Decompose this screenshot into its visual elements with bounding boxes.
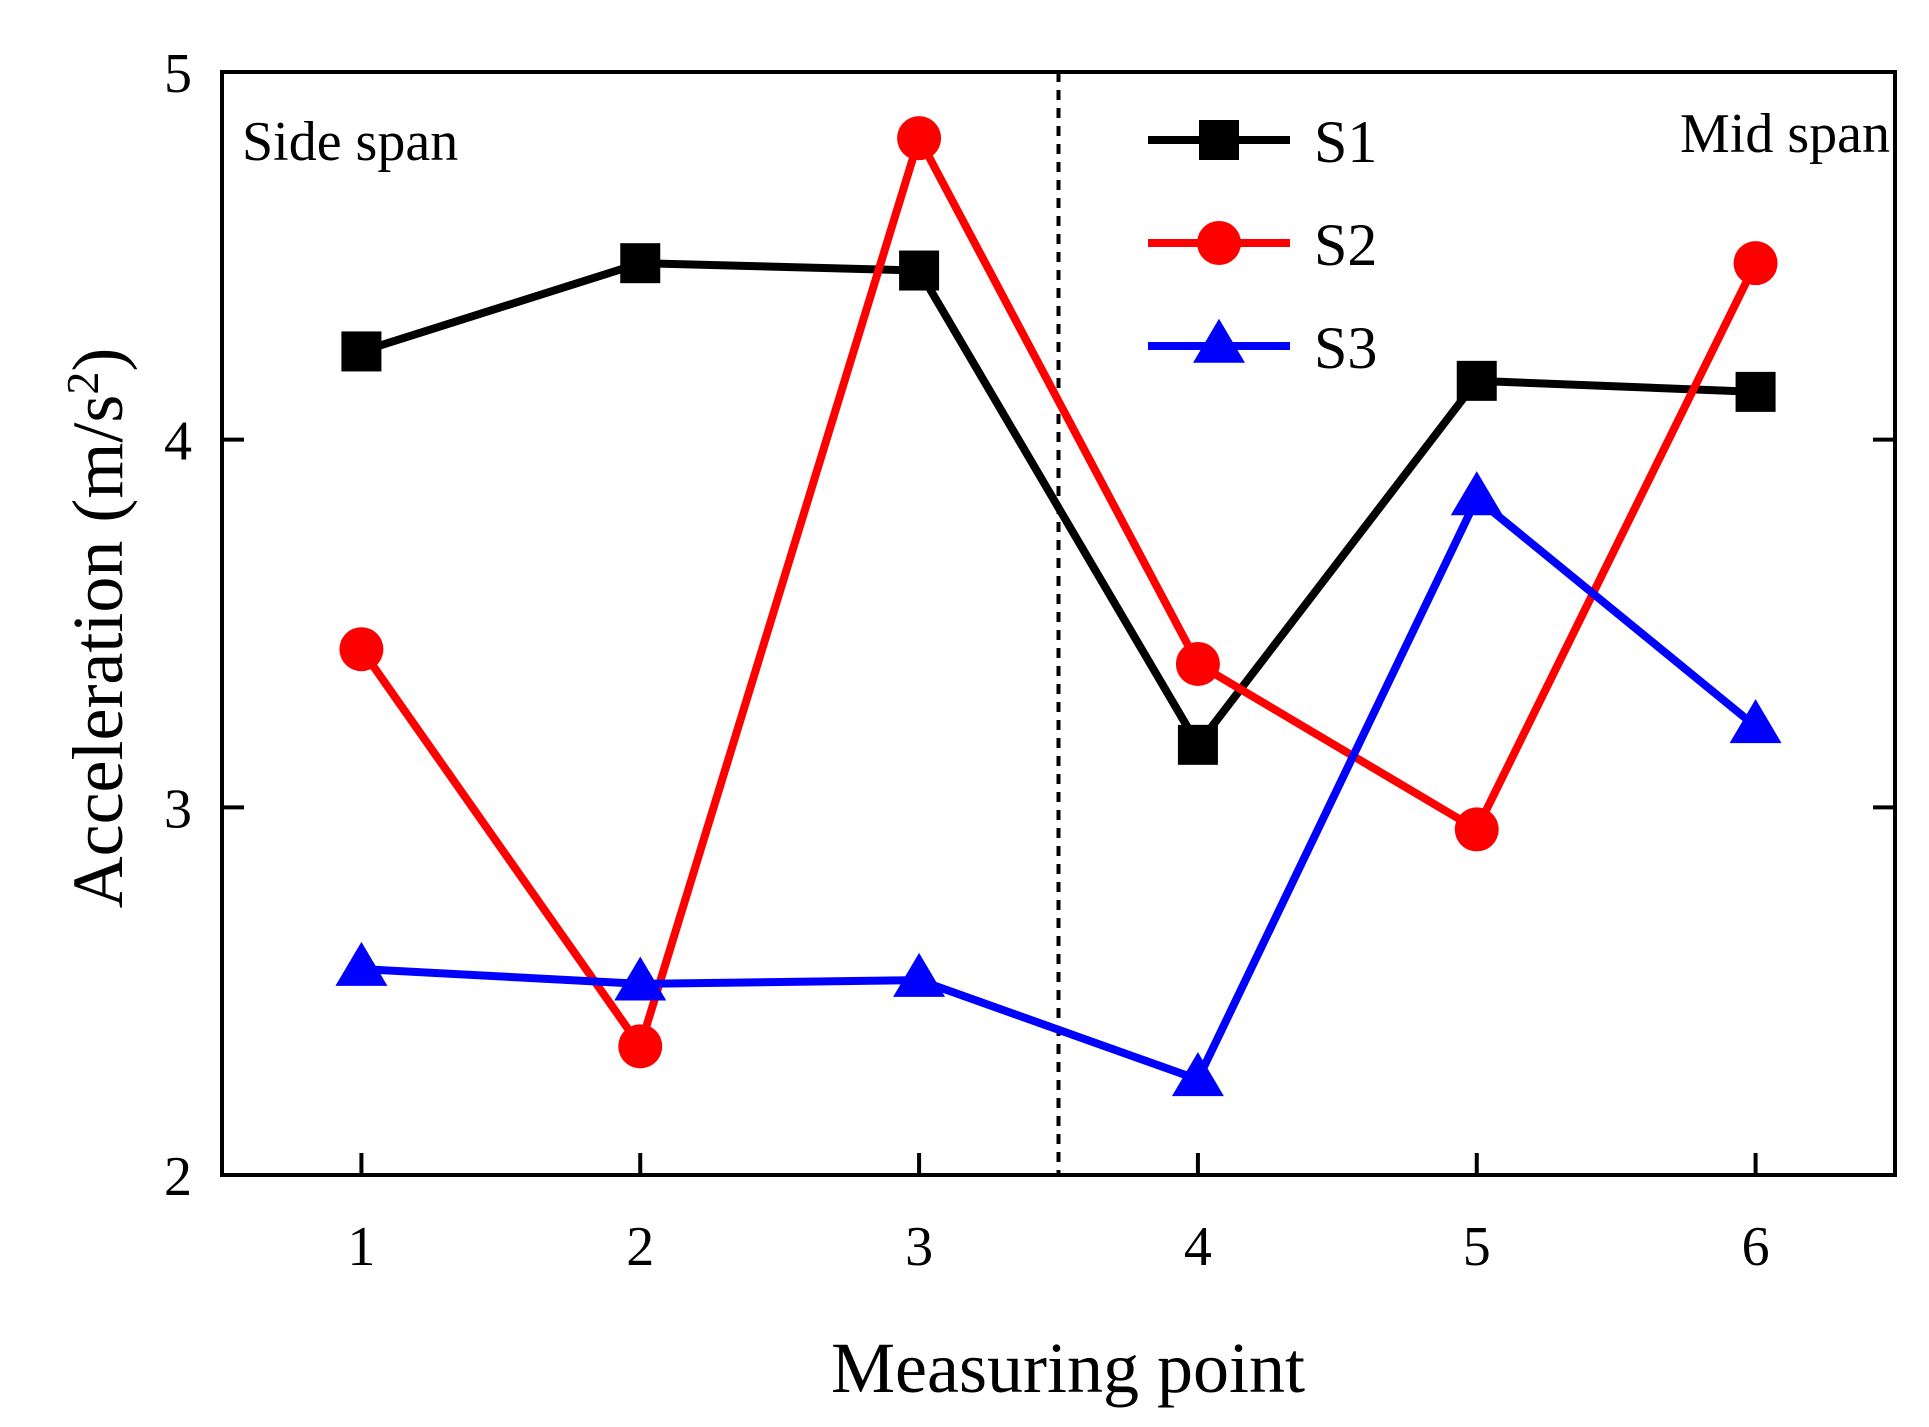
mid-span-annotation: Mid span [1680,103,1890,165]
series-s3-point [1171,1052,1224,1097]
x-tick-label: 1 [347,1216,375,1278]
series-s1-point [1177,724,1218,765]
x-tick-label: 3 [905,1216,933,1278]
y-axis-title-close: ) [58,348,138,372]
series-s2-point [1454,807,1499,852]
y-tick-label: 5 [164,43,192,105]
legend-s1-label: S1 [1314,109,1377,175]
x-tick-label: 6 [1742,1216,1770,1278]
series-s3-line [361,492,1759,1085]
series-s1-line [360,259,1756,752]
series-s2-point [897,116,942,161]
series-s1-point [620,243,661,284]
series-s1-point [1456,360,1497,401]
x-tick-label: 4 [1184,1216,1212,1278]
side-span-annotation: Side span [242,111,458,173]
plot-area: 1 2 3 4 5 6 2 3 4 5 [164,43,1897,1278]
y-axis-title-superscript: 2 [57,372,108,395]
y-axis-title: Acceleration (m/s2) [57,348,138,909]
series-s2-point [339,627,384,672]
legend-s3-label: S3 [1314,315,1377,381]
series-s2-point [1175,641,1220,686]
x-axis-title: Measuring point [831,1328,1305,1408]
series-s3-point [335,941,388,986]
series-s1-point [899,250,940,291]
series-s3-point [893,952,946,997]
y-tick-label: 3 [164,778,192,840]
y-tick-label: 2 [164,1146,192,1208]
x-tick-label: 5 [1463,1216,1491,1278]
series-s2-point [1733,241,1778,286]
series-s3-point [1729,699,1782,744]
legend-s1-marker [1199,120,1239,160]
y-tick-label: 4 [164,411,192,473]
series-s1-point [341,331,382,372]
series-s3-point [1450,471,1503,516]
legend-s2-marker [1197,221,1241,265]
series-s3-point [614,956,667,1001]
x-tick-label: 2 [626,1216,654,1278]
series-s1-point [1735,371,1776,412]
legend-s2-label: S2 [1314,212,1377,278]
y-axis-title-main: Acceleration (m/s [58,395,138,909]
legend: S1 S2 S3 [1148,109,1377,381]
series-s2-point [618,1024,663,1069]
legend-s3-marker [1193,318,1245,363]
